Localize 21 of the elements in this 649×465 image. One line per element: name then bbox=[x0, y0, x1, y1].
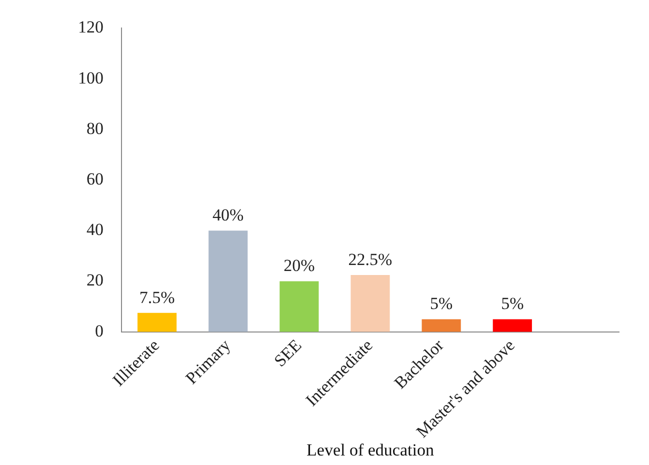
data-label: 40% bbox=[212, 206, 244, 225]
data-label: 5% bbox=[430, 294, 453, 314]
x-tick-label: SEE bbox=[270, 336, 306, 370]
x-axis-title: Level of education bbox=[306, 440, 434, 460]
y-tick-label: 0 bbox=[95, 321, 104, 340]
y-tick-label: 60 bbox=[86, 170, 104, 189]
data-label: 22.5% bbox=[348, 250, 392, 269]
y-tick-label: 100 bbox=[78, 68, 104, 88]
data-label: 20% bbox=[284, 256, 315, 276]
y-tick-label: 40 bbox=[86, 220, 104, 240]
bar bbox=[208, 230, 248, 332]
data-label: 5% bbox=[501, 294, 524, 314]
y-tick-label: 20 bbox=[86, 270, 104, 290]
bar bbox=[492, 319, 532, 332]
bar bbox=[280, 281, 319, 332]
bar bbox=[137, 312, 177, 332]
y-tick-label: 80 bbox=[86, 118, 104, 138]
y-tick-label: 120 bbox=[78, 18, 104, 37]
data-label: 7.5% bbox=[139, 288, 175, 307]
bar bbox=[422, 319, 461, 332]
bar bbox=[350, 274, 390, 332]
